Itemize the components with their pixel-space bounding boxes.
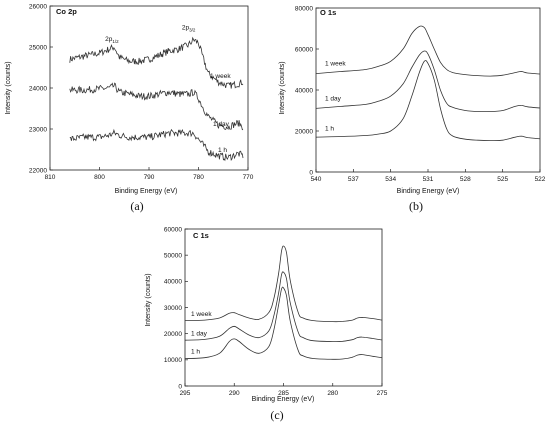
x-tick-label: 540 — [311, 176, 322, 183]
peak-annotation: 2p3/2 — [182, 24, 196, 32]
y-tick-label: 23000 — [29, 126, 47, 133]
series-label: 1 h — [191, 349, 200, 356]
panel-a-label: (a) — [130, 199, 143, 213]
series-label: 1 week — [210, 73, 231, 80]
series-label: 1 h — [325, 126, 334, 133]
panel-a: Co 2p Binding Energy (eV) Intensity (cou… — [5, 7, 177, 213]
panel-c-ylabel: Intensity (counts) — [145, 273, 152, 326]
plot-frame — [315, 7, 541, 173]
series-label: 1 day — [325, 95, 342, 102]
chart-2-plot: 295 290 285 280 275 0 10000 20000 30000 40000 5000… — [164, 226, 388, 397]
x-tick-label: 295 — [180, 390, 191, 397]
series-label: 1 day — [191, 330, 208, 337]
panel-b-title: O 1s — [320, 8, 336, 17]
chart-1-plot: 540 537 534 531 528 525 522 0 20000 40000 60000 800… — [295, 5, 546, 183]
y-tick-label: 20000 — [164, 331, 182, 338]
panel-b: O 1s Binding Energy (eV) Intensity (coun… — [279, 8, 459, 213]
series-1-week-line — [184, 245, 383, 323]
x-tick-label: 525 — [497, 176, 508, 183]
x-tick-label: 522 — [535, 176, 546, 183]
x-tick-label: 537 — [348, 176, 359, 183]
y-tick-label: 60000 — [295, 46, 313, 53]
panel-b-xlabel: Binding Energy (eV) — [397, 188, 460, 195]
y-tick-label: 50000 — [164, 252, 182, 259]
y-tick-label: 26000 — [29, 3, 47, 10]
peak-annotation: 2p1/2 — [105, 36, 119, 44]
x-tick-label: 810 — [45, 174, 56, 181]
y-tick-label: 40000 — [164, 279, 182, 286]
x-tick-label: 280 — [327, 390, 338, 397]
x-tick-label: 534 — [385, 176, 396, 183]
series-1-h-line — [315, 60, 541, 142]
y-tick-label: 30000 — [164, 305, 182, 312]
series-1-day-line — [184, 271, 383, 342]
series-label: 1 week — [191, 311, 212, 318]
panel-a-title: Co 2p — [56, 7, 77, 16]
x-tick-label: 790 — [144, 174, 155, 181]
panel-b-ylabel: Intensity (counts) — [279, 61, 286, 114]
y-tick-label: 22000 — [29, 167, 47, 174]
y-tick-label: 60000 — [164, 226, 182, 233]
panel-a-xlabel: Binding Energy (eV) — [115, 188, 178, 195]
series-1-day-line — [69, 82, 244, 131]
series-1-day-line — [315, 50, 541, 113]
panel-c-title: C 1s — [193, 231, 209, 240]
y-tick-label: 0 — [178, 383, 182, 390]
x-tick-label: 800 — [94, 174, 105, 181]
y-tick-label: 20000 — [295, 128, 313, 135]
x-tick-label: 531 — [423, 176, 434, 183]
x-tick-label: 275 — [377, 390, 388, 397]
panel-b-label: (b) — [409, 199, 423, 213]
y-tick-label: 40000 — [295, 87, 313, 94]
x-tick-label: 285 — [278, 390, 289, 397]
series-1-week-line — [315, 25, 541, 77]
y-tick-label: 25000 — [29, 44, 47, 51]
y-tick-label: 10000 — [164, 357, 182, 364]
series-1-week-line — [69, 36, 244, 89]
series-1-h-line — [184, 286, 383, 360]
y-tick-label: 80000 — [295, 5, 313, 12]
panel-c-label: (c) — [270, 408, 283, 422]
x-tick-label: 780 — [193, 174, 204, 181]
x-tick-label: 770 — [243, 174, 254, 181]
panel-c: C 1s Binding Energy (eV) Intensity (coun… — [145, 231, 314, 422]
series-1-h-line — [69, 128, 244, 162]
x-tick-label: 290 — [229, 390, 240, 397]
plot-frame — [184, 228, 383, 387]
series-label: 1 day — [213, 121, 230, 128]
chart-0-plot: 810 800 790 780 770 22000 23000 24000 25000 26000… — [29, 3, 254, 181]
y-tick-label: 0 — [309, 169, 313, 176]
panel-c-xlabel: Binding Energy (eV) — [252, 396, 315, 403]
x-tick-label: 528 — [460, 176, 471, 183]
series-label: 1 h — [218, 147, 227, 154]
y-tick-label: 24000 — [29, 85, 47, 92]
series-label: 1 week — [325, 61, 346, 68]
panel-a-ylabel: Intensity (counts) — [5, 61, 12, 114]
